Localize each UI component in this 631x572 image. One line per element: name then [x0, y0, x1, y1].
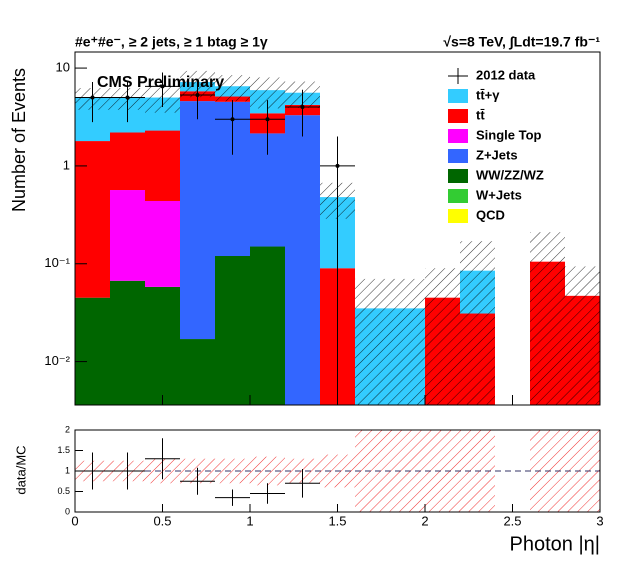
x-tick-label: 3: [596, 513, 603, 528]
bar-segment: [110, 132, 145, 191]
annotation: CMS Preliminary: [97, 74, 224, 91]
data-point: [125, 95, 130, 100]
ratio-y-tick-label: 0.5: [57, 486, 70, 496]
uncertainty-band: [565, 266, 600, 405]
bar-segment: [250, 246, 285, 405]
x-tick-label: 0.5: [153, 513, 171, 528]
legend-key: [448, 89, 468, 103]
y-tick-label: 1: [63, 157, 70, 172]
bar-segment: [110, 280, 145, 405]
ratio-y-label: data/MC: [13, 445, 28, 494]
x-tick-label: 0: [71, 513, 78, 528]
uncertainty-band: [355, 278, 390, 405]
chart-title-right: √s=8 TeV, ∫Ldt=19.7 fb⁻¹: [443, 34, 600, 51]
data-point: [300, 105, 305, 110]
x-tick-label: 1: [246, 513, 253, 528]
legend-label: tt̄+γ: [476, 87, 500, 102]
data-point: [335, 163, 340, 168]
legend-key: [448, 109, 468, 123]
legend-label: WW/ZZ/WZ: [476, 167, 544, 182]
bar-segment: [285, 115, 320, 405]
legend-key: [448, 129, 468, 143]
legend-key: [448, 169, 468, 183]
legend-key: [448, 149, 468, 163]
legend-label: QCD: [476, 207, 505, 222]
bar-segment: [75, 297, 110, 405]
legend-key: [448, 209, 468, 223]
uncertainty-band: [530, 232, 565, 405]
ratio-y-tick-label: 1: [65, 465, 70, 475]
uncertainty-band: [215, 75, 250, 102]
data-point: [195, 93, 200, 98]
ratio-y-tick-label: 0: [65, 506, 70, 516]
x-tick-label: 2.5: [503, 513, 521, 528]
legend-label: Single Top: [476, 127, 542, 142]
bar-segment: [110, 190, 145, 281]
y-tick-label: 10: [56, 60, 70, 75]
legend-label: 2012 data: [476, 67, 536, 82]
x-axis-label: Photon |η|: [510, 533, 600, 555]
legend-key: [448, 189, 468, 203]
uncertainty-band: [425, 268, 460, 405]
legend-label: W+Jets: [476, 187, 522, 202]
bar-segment: [145, 200, 180, 287]
y-axis-label: Number of Events: [9, 68, 29, 212]
data-point: [230, 117, 235, 122]
ratio-y-tick-label: 1.5: [57, 445, 70, 455]
x-tick-label: 1.5: [328, 513, 346, 528]
uncertainty-band: [460, 241, 495, 405]
y-tick-label: 10⁻¹: [44, 255, 70, 270]
y-tick-label: 10⁻²: [44, 353, 70, 368]
bar-segment: [75, 141, 110, 298]
bar-segment: [180, 339, 215, 405]
x-tick-label: 2: [421, 513, 428, 528]
bar-segment: [145, 130, 180, 201]
data-point: [90, 95, 95, 100]
bar-segment: [145, 286, 180, 405]
bar-segment: [180, 101, 215, 340]
bar-segment: [215, 256, 250, 405]
legend-label: tt̄: [476, 107, 485, 122]
data-point: [265, 117, 270, 122]
ratio-y-tick-label: 2: [65, 424, 70, 434]
legend-label: Z+Jets: [476, 147, 518, 162]
uncertainty-band: [390, 278, 425, 405]
data-point: [160, 84, 165, 89]
chart-title: #e⁺#e⁻, ≥ 2 jets, ≥ 1 btag ≥ 1γ: [75, 34, 268, 50]
